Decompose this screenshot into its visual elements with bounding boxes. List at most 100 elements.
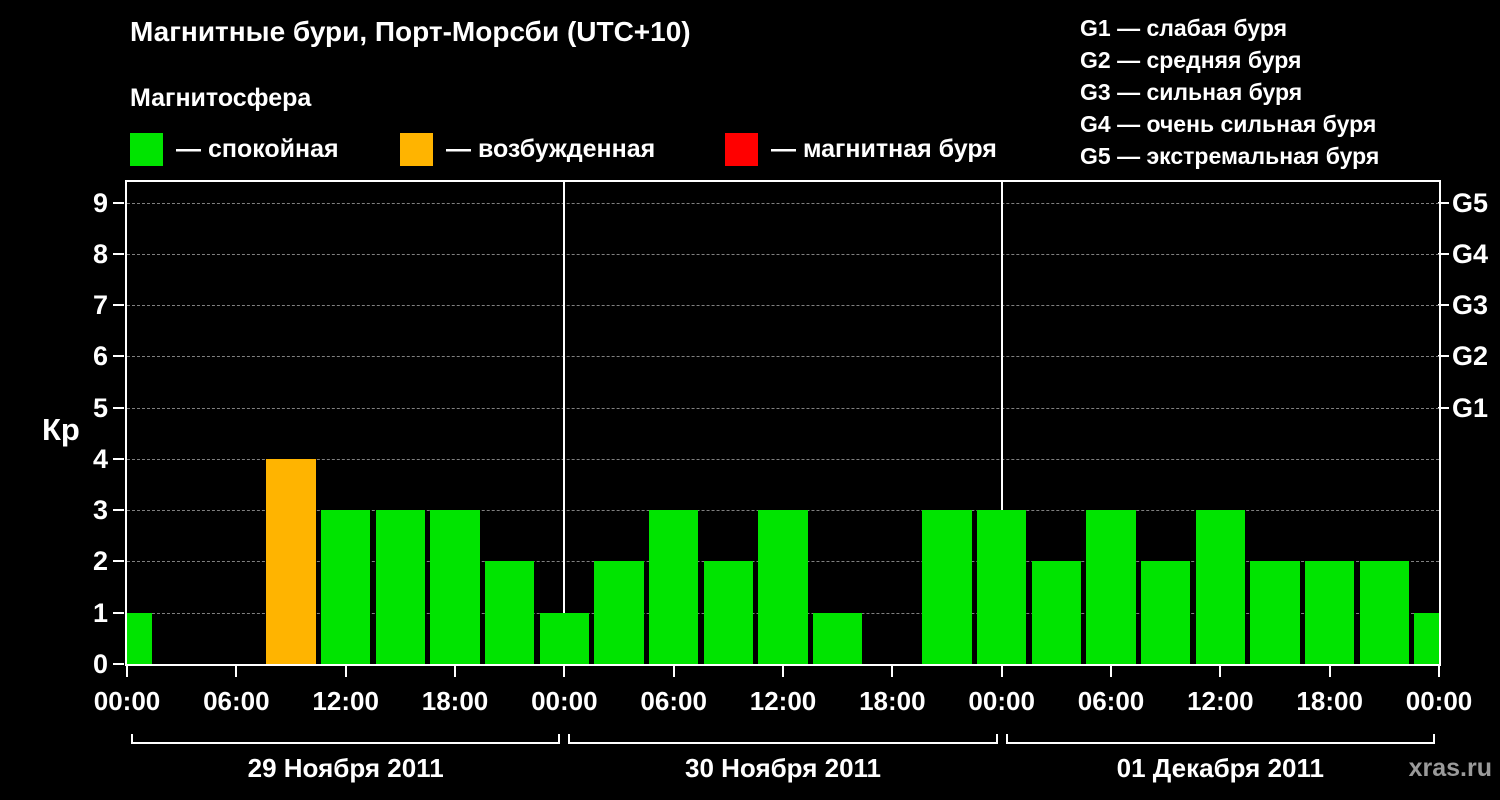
date-label: 29 Ноября 2011 [247, 753, 444, 783]
y-axis-tick-label: 5 [92, 392, 108, 423]
kp-bar [1141, 561, 1191, 664]
date-bracket-tick [1005, 734, 1008, 744]
x-axis-tick [1438, 666, 1440, 677]
x-axis-tick [672, 666, 675, 677]
x-axis-tick [235, 666, 238, 677]
x-axis-tick [1000, 666, 1003, 677]
right-axis-tick [1438, 406, 1449, 409]
x-axis-tick [126, 666, 128, 677]
kp-bar [1359, 561, 1409, 664]
right-axis-tick [1438, 201, 1449, 204]
kp-bar [1250, 561, 1300, 664]
storm-scale-line: G1 — слабая буря [1080, 15, 1288, 41]
x-axis-tick [563, 666, 566, 677]
kp-bar [703, 561, 753, 664]
kp-bar [1305, 561, 1355, 664]
y-axis-tick [113, 252, 124, 255]
kp-bar [127, 612, 152, 664]
y-axis-tick [113, 304, 124, 307]
gridline [127, 356, 1439, 358]
y-axis-tick-label: 9 [92, 187, 108, 218]
day-boundary-line [563, 182, 566, 664]
gridline [127, 202, 1439, 204]
legend-swatch-active [400, 133, 433, 166]
kp-bar [649, 510, 699, 664]
storm-scale-line: G4 — очень сильная буря [1080, 111, 1377, 137]
x-axis-tick-label: 00:00 [1405, 686, 1473, 716]
date-bracket-tick [558, 734, 561, 744]
page-title: Магнитные бури, Порт-Морсби (UTC+10) [130, 16, 691, 47]
date-bracket-tick [995, 734, 998, 744]
right-axis-label: G5 [1452, 187, 1489, 218]
y-axis-tick [113, 355, 124, 358]
kp-bar [1195, 510, 1245, 664]
kp-bar [321, 510, 371, 664]
y-axis-tick [113, 663, 124, 665]
legend-item-quiet: — спокойная [130, 133, 339, 166]
gridline [127, 458, 1439, 460]
kp-bar [1414, 612, 1439, 664]
kp-bar [813, 612, 863, 664]
y-axis-tick-label: 1 [92, 597, 108, 628]
gridline [127, 253, 1439, 255]
legend-swatch-quiet [130, 133, 163, 166]
date-bracket-tick [1433, 734, 1435, 744]
legend-label-storm: — магнитная буря [771, 135, 997, 163]
x-axis-tick-label: 06:00 [203, 686, 270, 716]
storm-scale-line: G2 — средняя буря [1080, 47, 1302, 73]
right-axis-label: G1 [1452, 392, 1489, 423]
kp-bar [266, 458, 316, 664]
y-axis-tick-label: 4 [92, 443, 108, 474]
date-label: 01 Декабря 2011 [1116, 753, 1324, 783]
x-axis-tick-label: 00:00 [531, 686, 598, 716]
storm-scale-line: G5 — экстремальная буря [1080, 143, 1380, 169]
kp-bar [430, 510, 480, 664]
gridline [127, 305, 1439, 307]
x-axis-tick [344, 666, 347, 677]
x-axis-tick-label: 06:00 [1077, 686, 1145, 716]
y-axis-tick-label: 7 [92, 290, 108, 321]
x-axis-tick-label: 00:00 [93, 686, 161, 716]
day-boundary-line [1000, 182, 1003, 664]
x-axis-tick [1219, 666, 1222, 677]
x-axis-tick [454, 666, 456, 677]
right-axis-tick [1438, 355, 1449, 358]
kp-bar [1086, 510, 1136, 664]
y-axis-tick [113, 560, 124, 563]
legend-label-active: — возбужденная [446, 135, 656, 163]
kp-bar [977, 510, 1027, 664]
legend-label-quiet: — спокойная [176, 135, 339, 163]
x-axis-tick [782, 666, 784, 677]
date-bracket-tick [568, 734, 571, 744]
legend-item-active: — возбужденная [400, 133, 655, 166]
storm-scale-line: G3 — сильная буря [1080, 79, 1303, 105]
right-axis-label: G3 [1452, 290, 1489, 321]
x-axis-tick-label: 12:00 [749, 686, 817, 716]
watermark: xras.ru [1408, 754, 1492, 782]
y-axis-tick-label: 3 [92, 495, 108, 526]
kp-bar [1031, 561, 1081, 664]
x-axis-tick [1110, 666, 1112, 677]
right-axis-tick [1438, 304, 1449, 307]
date-bracket-tick [131, 734, 133, 744]
date-label: 30 Ноября 2011 [684, 753, 882, 783]
x-axis-tick-label: 18:00 [1296, 686, 1363, 716]
x-axis-tick-label: 00:00 [968, 686, 1035, 716]
y-axis-tick-label: 0 [92, 649, 108, 679]
kp-bar [539, 612, 589, 664]
storm-scale-legend: G1 — слабая буря G2 — средняя буря G3 — си… [1080, 12, 1379, 172]
x-axis-tick-label: 06:00 [640, 686, 707, 716]
y-axis-tick-label: 6 [92, 341, 108, 372]
date-bracket-line [1005, 742, 1435, 744]
x-axis-tick [1328, 666, 1331, 677]
x-axis-tick-label: 18:00 [859, 686, 926, 716]
x-axis-tick [891, 666, 894, 677]
y-axis-tick [113, 509, 124, 512]
x-axis-tick-label: 12:00 [1187, 686, 1254, 716]
y-axis-tick-label: 2 [92, 546, 108, 577]
y-axis-tick [113, 611, 124, 614]
kp-bar [485, 561, 535, 664]
y-axis-tick [113, 457, 124, 460]
y-axis-tick [113, 201, 124, 204]
